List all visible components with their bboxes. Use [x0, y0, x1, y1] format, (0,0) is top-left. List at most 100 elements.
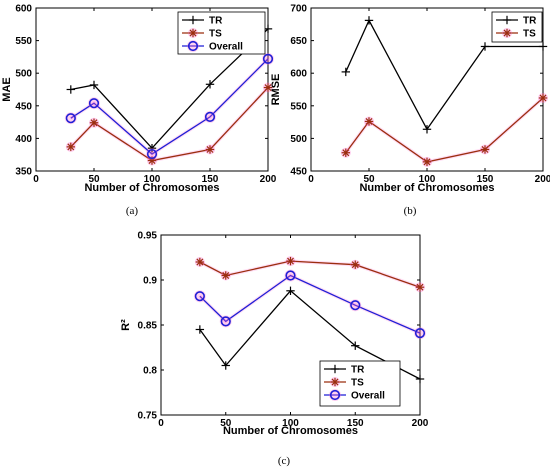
y-tick-label: 0.8	[143, 366, 157, 377]
panel-caption: (b)	[404, 205, 417, 217]
data-point-ts-d2	[206, 146, 214, 153]
legend-marker-ts	[502, 28, 512, 38]
series-line-overall	[70, 58, 269, 155]
y-tick-label: 450	[15, 101, 32, 112]
legend-marker-ts-d2	[503, 29, 511, 37]
data-point-overall-ring	[146, 148, 158, 160]
data-point-tr	[364, 16, 374, 25]
data-point-ts-d2	[365, 117, 373, 125]
legend-marker-overall	[187, 40, 199, 52]
y-tick-label: 500	[15, 69, 32, 80]
data-point-ts-d2	[342, 149, 350, 157]
legend-marker-tr	[330, 364, 340, 374]
y-tick-label: 400	[15, 134, 32, 145]
data-point-overall	[262, 52, 274, 65]
data-point-ts	[364, 116, 374, 127]
data-point-ts-d2	[196, 258, 204, 266]
series-line-ts	[70, 87, 269, 162]
y-tick-label: 0.85	[138, 321, 158, 332]
data-point-tr	[480, 42, 490, 51]
data-point-overall	[64, 112, 77, 125]
data-point-ts	[194, 257, 205, 267]
data-point-ts-d2	[67, 143, 75, 151]
data-point-overall	[219, 315, 232, 328]
legend-marker-tr	[502, 15, 512, 25]
legend-marker-tr	[188, 15, 198, 25]
data-point-tr	[341, 67, 350, 77]
data-point-overall	[349, 299, 362, 312]
x-tick-label: 50	[363, 174, 375, 185]
data-point-overall	[146, 148, 158, 161]
legend-marker-ts	[330, 377, 340, 387]
data-point-ts-d2	[423, 158, 431, 166]
legend-label-tr: TR	[523, 16, 537, 27]
data-point-overall-ring	[88, 98, 100, 109]
y-tick-label: 600	[290, 69, 307, 80]
data-point-ts	[350, 259, 361, 270]
data-point-ts	[205, 144, 215, 155]
y-tick-label: 0.75	[138, 411, 158, 422]
series-line-glow-overall	[69, 57, 270, 157]
y-tick-label: 650	[290, 36, 307, 47]
series-line-glow-ts	[69, 86, 270, 163]
series-line-ts	[345, 97, 544, 163]
x-tick-label: 150	[347, 418, 364, 429]
y-tick-label: 0.9	[143, 276, 157, 287]
x-tick-label: 100	[419, 174, 436, 185]
x-tick-label: 50	[88, 174, 100, 185]
data-point-overall-ring	[414, 328, 426, 339]
x-tick-label: 100	[282, 418, 299, 429]
y-tick-label: 350	[15, 167, 32, 178]
legend-label-overall: Overall	[209, 42, 243, 53]
series-line-overall	[199, 274, 421, 334]
legend-marker-overall	[329, 389, 341, 401]
panel-caption: (c)	[278, 455, 291, 467]
x-axis-label: Number of Chromosomes	[84, 182, 219, 194]
data-point-ts-d2	[416, 283, 424, 291]
legend-label-tr: TR	[209, 16, 223, 27]
y-axis-label: MAE	[1, 77, 13, 101]
data-point-ts-d2	[539, 94, 547, 102]
data-point-ts	[340, 147, 351, 158]
x-tick-label: 200	[535, 174, 550, 185]
y-tick-label: 500	[290, 134, 307, 145]
legend-marker-ts-d2	[189, 29, 197, 37]
legend-label-ts: TS	[209, 29, 222, 40]
data-point-ts	[480, 144, 490, 155]
data-point-overall-ring	[285, 270, 296, 281]
data-point-tr	[351, 341, 360, 350]
data-point-tr	[286, 286, 295, 295]
legend-marker-overall-ring	[329, 389, 341, 401]
legend: TR TS Overall	[177, 11, 266, 55]
data-point-tr	[66, 85, 75, 94]
data-point-ts	[89, 117, 99, 128]
y-tick-label: 700	[290, 4, 307, 15]
data-point-overall-ring	[350, 300, 361, 311]
x-tick-label: 50	[220, 418, 232, 429]
y-tick-label: 550	[290, 101, 307, 112]
data-point-ts	[538, 92, 548, 103]
data-point-ts	[263, 82, 273, 93]
legend-box	[491, 11, 543, 43]
x-axis-label: Number of Chromosomes	[223, 425, 358, 437]
data-point-tr	[195, 325, 205, 334]
y-axis-label: RMSE	[270, 74, 282, 106]
legend-label-overall: Overall	[351, 391, 385, 402]
series-line-glow-ts	[344, 96, 545, 164]
data-point-overall-ring	[220, 316, 231, 327]
legend-marker-ts-d2	[331, 378, 339, 386]
data-point-ts-d2	[222, 272, 230, 279]
y-axis-label: R²	[120, 319, 132, 331]
data-point-ts-d2	[351, 261, 359, 269]
data-point-ts	[285, 256, 296, 267]
data-point-overall	[204, 110, 216, 123]
data-point-overall-ring	[65, 113, 76, 124]
x-tick-label: 0	[308, 174, 314, 185]
legend-marker-overall-ring	[187, 40, 199, 52]
data-point-overall	[88, 97, 100, 110]
x-tick-label: 200	[412, 418, 429, 429]
data-point-overall-ring	[194, 291, 205, 302]
y-tick-label: 0.95	[138, 231, 158, 242]
panel-a: 0 50 100 150 200 350 400 450 500 550 600 Number of …	[1, 4, 277, 218]
